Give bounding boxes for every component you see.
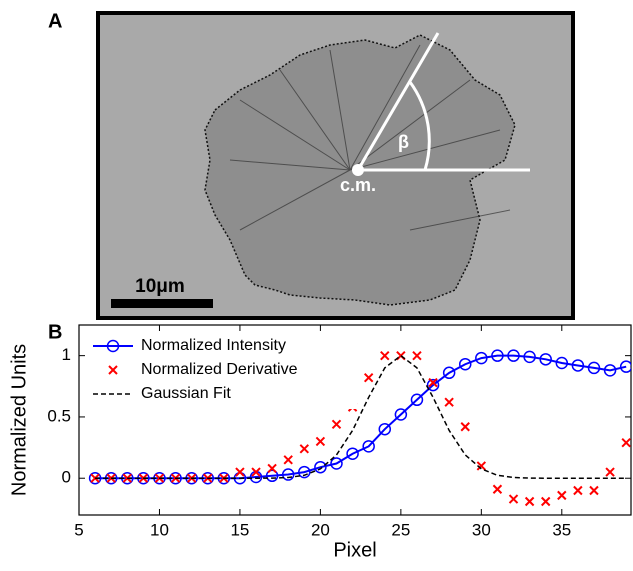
marker	[491, 349, 504, 362]
y-tick-label: 0.5	[47, 406, 71, 425]
scale-bar-label: 10μm	[135, 276, 185, 297]
marker	[315, 436, 326, 447]
angle-line	[356, 32, 440, 171]
marker	[281, 468, 295, 481]
marker	[330, 457, 343, 470]
fibers	[229, 44, 511, 231]
marker	[394, 408, 408, 421]
panel-label: A	[48, 10, 62, 32]
marker	[539, 353, 552, 366]
x-tick-label: 35	[552, 520, 571, 539]
marker	[88, 471, 102, 485]
marker	[314, 460, 327, 474]
marker	[492, 484, 503, 494]
plot	[88, 349, 631, 507]
y-tick-label: 1	[62, 345, 71, 364]
marker	[442, 366, 456, 380]
marker	[619, 360, 631, 373]
marker	[362, 440, 375, 453]
marker	[540, 496, 551, 507]
marker	[605, 467, 615, 477]
marker	[475, 351, 488, 365]
marker	[426, 378, 440, 392]
marker	[412, 350, 422, 361]
marker	[410, 393, 424, 407]
marker	[251, 467, 261, 477]
marker	[235, 467, 245, 477]
marker	[283, 455, 293, 465]
marker	[524, 496, 535, 507]
marker	[299, 444, 310, 454]
marker	[557, 490, 567, 501]
marker	[444, 397, 454, 407]
marker	[507, 349, 520, 362]
legend-label: Normalized Derivative	[141, 361, 298, 378]
marker	[555, 356, 569, 370]
center-of-mass	[352, 164, 364, 176]
marker	[523, 350, 536, 364]
marker	[346, 447, 359, 460]
marker	[267, 463, 277, 474]
angle-arc	[408, 81, 431, 171]
series-line	[95, 354, 627, 479]
legend-marker	[106, 339, 120, 353]
marker	[476, 461, 487, 471]
marker	[458, 357, 472, 371]
y-axis-label: Normalized Units	[8, 344, 30, 496]
x-tick-label: 5	[74, 520, 83, 539]
marker	[589, 485, 599, 496]
x-tick-label: 25	[391, 520, 410, 539]
marker	[587, 361, 601, 375]
x-tick-label: 30	[472, 520, 491, 539]
x-tick-label: 15	[230, 520, 249, 539]
marker	[331, 419, 342, 429]
marker	[573, 485, 583, 496]
y-tick-label: 0	[62, 468, 71, 487]
marker	[363, 373, 374, 383]
marker	[571, 359, 585, 372]
x-tick-label: 10	[150, 520, 169, 539]
x-axis-label: Pixel	[333, 539, 376, 561]
x-tick-label: 20	[311, 520, 330, 539]
marker	[378, 422, 392, 436]
marker	[265, 469, 279, 483]
marker	[508, 494, 519, 504]
marker	[380, 350, 390, 361]
legend-marker	[108, 365, 118, 375]
center-label: c.m.	[340, 175, 376, 195]
marker	[621, 437, 631, 448]
angle-label: β	[398, 132, 409, 152]
panel-label: B	[48, 321, 62, 343]
legend-label: Normalized Intensity	[141, 337, 286, 354]
marker	[460, 422, 470, 432]
scale-bar	[111, 299, 213, 308]
marker	[428, 377, 438, 388]
marker	[603, 364, 617, 377]
legend-label: Gaussian Fit	[141, 385, 231, 402]
marker	[298, 465, 311, 479]
legend-box	[89, 333, 357, 409]
